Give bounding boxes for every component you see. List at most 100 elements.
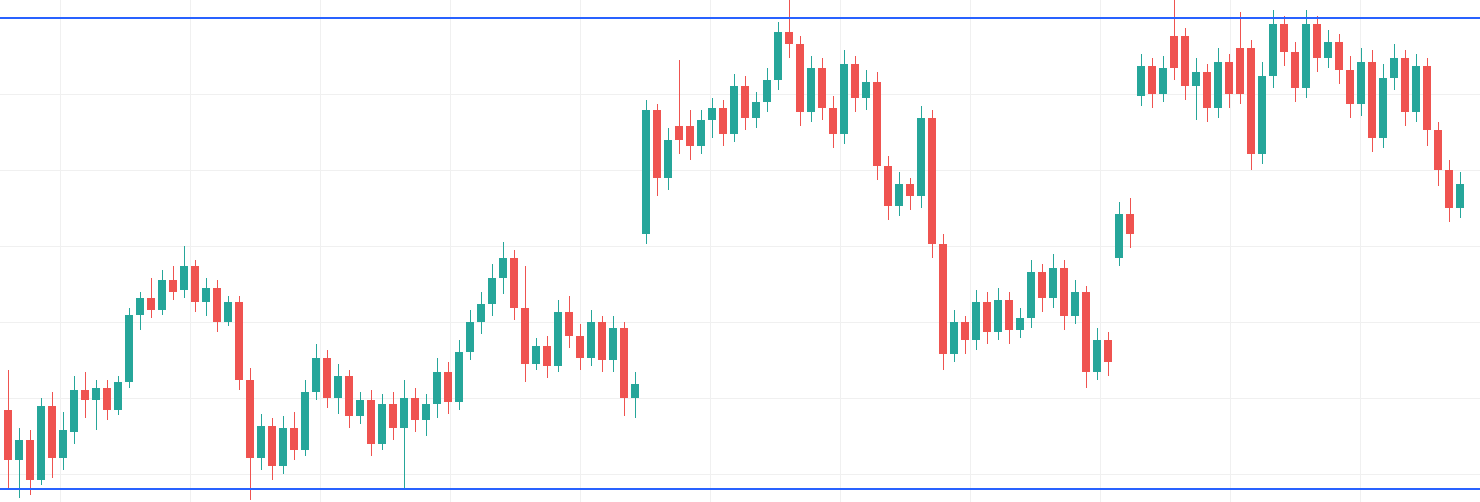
candle[interactable]	[1214, 0, 1222, 502]
candle[interactable]	[488, 0, 496, 502]
candle[interactable]	[290, 0, 298, 502]
candle[interactable]	[169, 0, 177, 502]
candle[interactable]	[972, 0, 980, 502]
candle[interactable]	[1335, 0, 1343, 502]
candle[interactable]	[917, 0, 925, 502]
candle[interactable]	[1324, 0, 1332, 502]
candle[interactable]	[521, 0, 529, 502]
candle[interactable]	[939, 0, 947, 502]
candle[interactable]	[59, 0, 67, 502]
candle[interactable]	[389, 0, 397, 502]
candle[interactable]	[532, 0, 540, 502]
candle[interactable]	[433, 0, 441, 502]
candle[interactable]	[587, 0, 595, 502]
candle[interactable]	[1093, 0, 1101, 502]
candle[interactable]	[477, 0, 485, 502]
candle[interactable]	[202, 0, 210, 502]
candle[interactable]	[301, 0, 309, 502]
horizontal-trendline[interactable]	[0, 17, 1480, 19]
candle[interactable]	[1005, 0, 1013, 502]
candle[interactable]	[752, 0, 760, 502]
candle[interactable]	[158, 0, 166, 502]
candle[interactable]	[444, 0, 452, 502]
candle[interactable]	[1269, 0, 1277, 502]
candle[interactable]	[268, 0, 276, 502]
candle[interactable]	[1082, 0, 1090, 502]
candle[interactable]	[554, 0, 562, 502]
candle[interactable]	[785, 0, 793, 502]
candle[interactable]	[4, 0, 12, 502]
candle[interactable]	[1247, 0, 1255, 502]
candle[interactable]	[1302, 0, 1310, 502]
candle[interactable]	[367, 0, 375, 502]
candle[interactable]	[378, 0, 386, 502]
candle[interactable]	[862, 0, 870, 502]
candle[interactable]	[543, 0, 551, 502]
candle[interactable]	[70, 0, 78, 502]
candle[interactable]	[664, 0, 672, 502]
candle[interactable]	[653, 0, 661, 502]
candle[interactable]	[1071, 0, 1079, 502]
candle[interactable]	[312, 0, 320, 502]
candle[interactable]	[125, 0, 133, 502]
candle[interactable]	[1060, 0, 1068, 502]
candle[interactable]	[136, 0, 144, 502]
candle[interactable]	[1434, 0, 1442, 502]
candle[interactable]	[807, 0, 815, 502]
candle[interactable]	[1280, 0, 1288, 502]
candle[interactable]	[323, 0, 331, 502]
candle[interactable]	[741, 0, 749, 502]
candle[interactable]	[114, 0, 122, 502]
candle[interactable]	[697, 0, 705, 502]
candle[interactable]	[1038, 0, 1046, 502]
candle[interactable]	[796, 0, 804, 502]
candle[interactable]	[246, 0, 254, 502]
candle[interactable]	[840, 0, 848, 502]
candle[interactable]	[961, 0, 969, 502]
candle[interactable]	[708, 0, 716, 502]
candle[interactable]	[642, 0, 650, 502]
candle[interactable]	[235, 0, 243, 502]
candle[interactable]	[1445, 0, 1453, 502]
candle[interactable]	[686, 0, 694, 502]
candle[interactable]	[345, 0, 353, 502]
candle[interactable]	[1313, 0, 1321, 502]
candle[interactable]	[257, 0, 265, 502]
candle[interactable]	[763, 0, 771, 502]
candle[interactable]	[1192, 0, 1200, 502]
candle[interactable]	[1357, 0, 1365, 502]
candle[interactable]	[92, 0, 100, 502]
candle[interactable]	[895, 0, 903, 502]
candle[interactable]	[180, 0, 188, 502]
candle[interactable]	[1412, 0, 1420, 502]
candle[interactable]	[279, 0, 287, 502]
candle[interactable]	[873, 0, 881, 502]
candle[interactable]	[26, 0, 34, 502]
candle[interactable]	[1016, 0, 1024, 502]
candlestick-chart[interactable]	[0, 0, 1480, 502]
candle[interactable]	[48, 0, 56, 502]
candle[interactable]	[631, 0, 639, 502]
candle[interactable]	[1390, 0, 1398, 502]
candle[interactable]	[510, 0, 518, 502]
candle[interactable]	[411, 0, 419, 502]
candle[interactable]	[1181, 0, 1189, 502]
candle[interactable]	[983, 0, 991, 502]
candle[interactable]	[224, 0, 232, 502]
candle[interactable]	[15, 0, 23, 502]
candle[interactable]	[884, 0, 892, 502]
candle[interactable]	[609, 0, 617, 502]
candle[interactable]	[994, 0, 1002, 502]
candle[interactable]	[1170, 0, 1178, 502]
candle[interactable]	[1379, 0, 1387, 502]
candle[interactable]	[400, 0, 408, 502]
candle[interactable]	[565, 0, 573, 502]
candle[interactable]	[1115, 0, 1123, 502]
candle[interactable]	[1258, 0, 1266, 502]
candle[interactable]	[213, 0, 221, 502]
candle[interactable]	[829, 0, 837, 502]
candle[interactable]	[950, 0, 958, 502]
candle[interactable]	[334, 0, 342, 502]
candle[interactable]	[1137, 0, 1145, 502]
candle[interactable]	[1027, 0, 1035, 502]
